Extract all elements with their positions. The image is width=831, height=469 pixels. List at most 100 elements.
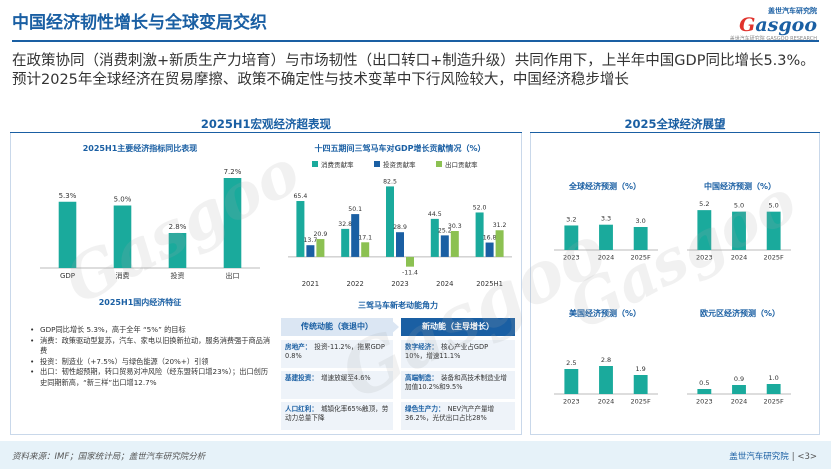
tick-label: 2025F (764, 398, 785, 406)
legend-label: 消费贡献率 (321, 160, 354, 169)
tick-label: 2024 (731, 398, 748, 406)
right-panel-rule (530, 132, 820, 133)
bar (296, 201, 305, 257)
old-engine-row: 房地产： 投资-11.2%，拖累GDP 0.8% (281, 340, 393, 368)
bar (732, 211, 746, 250)
data-label: 52.0 (473, 204, 487, 211)
data-label: 65.4 (294, 193, 308, 200)
data-label: 2.5 (566, 359, 576, 367)
engine-comparison: 传统动能（衰退中） 新动能（主导增长） 房地产： 投资-11.2%，拖累GDP 0… (281, 318, 515, 431)
tick-label: GDP (60, 272, 75, 280)
bar (564, 369, 579, 394)
tick-label: 2024 (598, 254, 615, 262)
tick-label: 2024 (436, 280, 453, 288)
data-label: 17.1 (358, 234, 372, 241)
bar (697, 389, 712, 394)
global-chart-title: 全球经济预测（%） (568, 182, 641, 191)
data-label: 5.0% (114, 196, 132, 204)
new-engine-row: 高端制造： 装备和高技术制造业增加值10.2%和9.5% (401, 371, 515, 399)
data-label: 31.2 (493, 222, 507, 229)
feature-item: 出口：韧性超预期，转口贸易对冲风险（经东盟转口增23%）；出口创历史同期新高，“… (30, 367, 270, 388)
tick-label: 2025F (631, 254, 652, 262)
tick-label: 2021 (302, 280, 319, 288)
page-title: 中国经济韧性增长与全球变局交织 (12, 13, 267, 33)
features-title: 2025H1国内经济特征 (98, 298, 182, 307)
data-label: 5.0 (768, 202, 778, 210)
old-engine-header: 传统动能（衰退中） (281, 318, 393, 336)
tick-label: 2025H1 (476, 280, 503, 288)
page-number: | <3> (791, 452, 817, 462)
bar (633, 375, 648, 394)
bar (386, 186, 394, 257)
data-label: 13.7 (304, 237, 318, 244)
bar (485, 242, 494, 257)
data-label: -11.4 (402, 270, 418, 277)
summary-text: 在政策协同（消费刺激+新质生产力培育）与市场韧性（出口转口+制造升级）共同作用下… (12, 53, 815, 88)
bar (766, 384, 781, 394)
legend-label: 投资贡献率 (383, 160, 416, 169)
tick-label: 投资 (171, 271, 185, 280)
footer-org: 盖世汽车研究院 | <3> (729, 452, 817, 462)
tick-label: 2024 (598, 398, 615, 406)
data-label: 28.9 (393, 224, 407, 231)
bar (168, 233, 187, 268)
bar (351, 214, 360, 257)
data-label: 3.0 (635, 217, 645, 225)
bar (599, 224, 613, 250)
left-panel-title: 2025H1宏观经济超表现 (10, 116, 522, 132)
data-label: 16.8 (483, 235, 497, 242)
us-chart-title: 美国经济预测（%） (568, 309, 641, 318)
data-label: 50.1 (348, 206, 362, 213)
data-label: 32.8 (338, 221, 352, 228)
feature-item: 消费：政策驱动型复苏，汽车、家电以旧换新拉动，服务消费强于商品消费 (30, 336, 270, 357)
bar (732, 385, 746, 394)
troika-chart: 消费贡献率 投资贡献率 出口贡献率 65.4 13.720.9 2021 32.8 50.1 1… (288, 160, 512, 288)
new-engine-row: 数字经济： 核心产业占GDP 10%，增速11.1% (401, 340, 515, 368)
bar (440, 235, 449, 257)
data-label: 3.3 (601, 215, 611, 223)
tick-label: 2023 (696, 254, 713, 262)
features-list: GDP同比增长 5.3%，高于全年 “5%” 的目标 消费：政策驱动型复苏，汽车… (30, 325, 270, 389)
us-chart: 2.5 2023 2.8 2024 1.9 2025F (554, 356, 658, 406)
data-label: 1.9 (635, 365, 645, 373)
china-chart-title: 中国经济预测（%） (703, 182, 776, 191)
euro-chart-title: 欧元区经济预测（%） (699, 309, 780, 318)
bar (361, 242, 370, 257)
logo-top-text: 盖世汽车研究院 (768, 7, 817, 15)
feature-item: GDP同比增长 5.3%，高于全年 “5%” 的目标 (30, 325, 270, 336)
tick-label: 2024 (731, 254, 748, 262)
logo-subtitle: 盖世汽车研究院 GASGOO RESEARCH (729, 36, 817, 42)
bar (316, 239, 325, 257)
bar (450, 231, 459, 257)
bar (223, 178, 242, 268)
bar (430, 218, 439, 257)
data-label: 30.3 (448, 223, 462, 230)
data-label: 3.2 (566, 215, 576, 223)
feature-item: 投资：制造业（+7.5%）与绿色能源（20%+）引领 (30, 357, 270, 368)
data-label: 20.9 (314, 231, 328, 238)
old-engine-row: 基建投资： 增速放缓至4.6% (281, 371, 393, 399)
bar (495, 230, 504, 257)
left-panel-rule (10, 132, 522, 133)
legend-swatch (436, 161, 442, 167)
tick-label: 2022 (347, 280, 364, 288)
legend-label: 出口贡献率 (445, 160, 478, 169)
arrow-icon (389, 318, 399, 336)
data-label: 25.2 (438, 227, 452, 234)
data-label: 0.5 (699, 379, 709, 387)
bar (633, 227, 648, 250)
tick-label: 消费 (116, 271, 130, 280)
data-label: 5.2 (699, 200, 709, 208)
data-label: 2.8% (169, 223, 187, 231)
bar (564, 225, 579, 250)
new-engine-row: 绿色生产力： NEV汽产产量增36.2%，光伏出口占比28% (401, 402, 515, 430)
troika-chart-title: 十四五期间三驾马车对GDP增长贡献情况（%） (314, 144, 486, 153)
gasgoo-logo: 盖世汽车研究院 Gasgoo 盖世汽车研究院 GASGOO RESEARCH (729, 6, 817, 42)
bar (697, 210, 712, 250)
source-note: 资料来源：IMF；国家统计局；盖世汽车研究院分析 (12, 452, 206, 462)
data-label: 1.0 (768, 374, 778, 382)
tick-label: 2023 (696, 398, 713, 406)
tick-label: 2023 (391, 280, 408, 288)
euro-chart: 0.5 2023 0.9 2024 1.0 2025F (687, 374, 791, 406)
data-label: 82.5 (383, 178, 397, 185)
